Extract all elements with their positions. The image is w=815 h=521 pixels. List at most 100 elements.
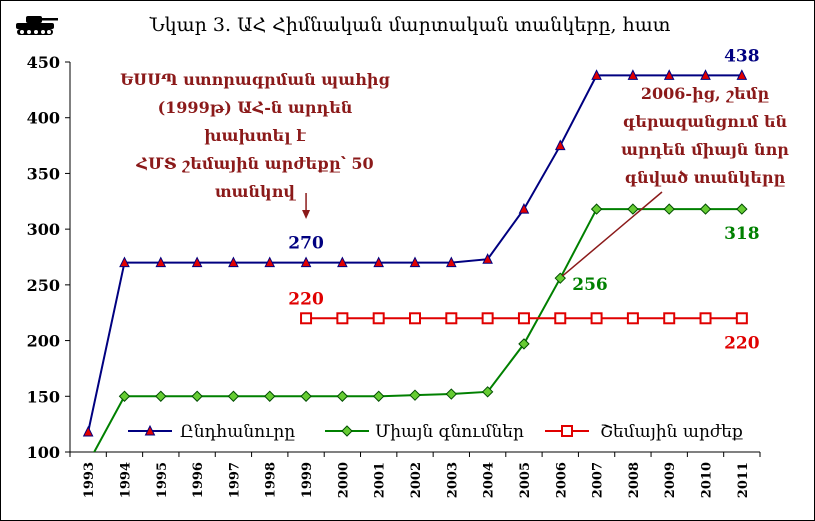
x-tick-label: 1993 [82,462,97,498]
legend-marker [144,424,156,436]
x-tick-label: 2000 [336,462,351,498]
purchases-point [627,203,639,215]
total-point [554,139,566,151]
x-tick-label: 1994 [118,462,133,498]
y-tick-label: 300 [27,220,60,239]
data-label: 256 [572,275,608,295]
purchases-point [300,390,312,402]
total-point [591,69,602,80]
chart-title: Նկար 3. ԱՀ Հիմնական մարտական տանկերը, հա… [149,14,671,36]
total-point [518,202,530,214]
threshold-point [445,312,458,325]
y-tick-label: 350 [27,164,60,183]
threshold-point [590,312,603,325]
total-point [264,256,276,268]
total-point [337,256,348,268]
annotation-left-line: ԵՍՍՊ ստորագրման պահից [120,70,390,89]
annotation-left: ԵՍՍՊ ստորագրման պահից (1999թ) ԱՀ-ն արդեն… [120,66,390,206]
total-point [736,69,748,80]
purchases-point [699,203,712,215]
purchases-point [481,386,494,398]
y-tick-label: 250 [27,276,60,295]
annotation-right-arrow [561,191,663,277]
threshold-point [517,312,530,325]
total-point [373,256,384,268]
threshold-point [626,312,639,325]
legend-label: Միայն գնումներ [375,422,524,442]
y-tick-label: 200 [27,332,60,351]
legend-marker [561,425,573,437]
total-point [228,256,239,268]
purchases-point [409,389,421,401]
annotation-right: 2006-ից, շեմը գերազանցում են արդեն միայն… [605,80,805,192]
annotation-right-line: արդեն միայն նոր [621,140,789,159]
total-point [446,256,457,268]
data-label: 438 [724,46,760,66]
purchases-point [191,390,203,402]
threshold-point [735,312,748,325]
x-tick-label: 1996 [191,462,206,498]
x-tick-label: 1997 [227,462,242,498]
total-point [300,256,312,268]
purchases-point [663,203,675,215]
annotation-left-line: տանկով [215,182,295,201]
annotation-left-arrowhead [302,210,311,219]
data-label: 270 [288,234,324,254]
total-point [191,256,203,268]
total-point [82,425,94,437]
data-label: 220 [288,289,324,309]
x-tick-label: 2002 [409,462,424,498]
data-label: 318 [724,224,760,244]
purchases-point [336,390,349,402]
x-tick-label: 2006 [554,462,569,498]
total-point [482,253,493,264]
threshold-point [300,312,313,325]
data-label: 220 [724,333,760,353]
y-tick-label: 400 [27,109,60,128]
tank-icon [16,16,58,35]
y-tick-label: 150 [27,387,60,406]
threshold-point [372,312,385,325]
purchases-point [227,390,240,402]
threshold-point [481,312,494,325]
total-point [119,256,130,268]
x-tick-label: 2008 [627,462,642,498]
x-tick-label: 2005 [518,462,533,498]
total-point [700,69,711,80]
x-tick-label: 2004 [482,462,497,498]
purchases-point [118,390,131,402]
y-tick-label: 100 [27,443,60,462]
purchases-point [518,338,530,350]
threshold-point [663,312,676,325]
total-point [663,69,675,80]
annotation-right-line: գերազանցում են [622,112,788,131]
threshold-point [699,312,712,325]
x-tick-label: 1995 [155,462,170,498]
annotation-right-line: գնված տանկերը [624,168,786,187]
purchases-point [372,390,385,402]
purchases-point [590,203,603,215]
purchases-point [155,390,167,402]
legend-box [118,414,766,448]
total-point [409,256,421,268]
x-tick-label: 2007 [591,462,606,498]
purchases-point [264,390,276,402]
total-point [627,69,639,80]
purchases-point [736,203,748,215]
annotation-left-line: ՀՄՏ շեմային արժեքը՝ 50 [136,154,374,173]
purchases-point [445,388,458,400]
legend-label: Ընդհանուրը [180,422,295,442]
x-tick-label: 2001 [373,462,388,498]
legend-marker [341,425,353,437]
x-tick-label: 2011 [736,462,751,498]
y-tick-label: 450 [27,53,60,72]
annotation-right-line: 2006-ից, շեմը [640,84,770,103]
x-tick-label: 2010 [700,462,715,498]
threshold-point [554,312,567,325]
x-tick-label: 2003 [445,462,460,498]
x-tick-label: 2009 [663,462,678,498]
x-tick-label: 1999 [300,462,315,498]
x-tick-label: 1998 [264,462,279,498]
threshold-point [336,312,349,325]
